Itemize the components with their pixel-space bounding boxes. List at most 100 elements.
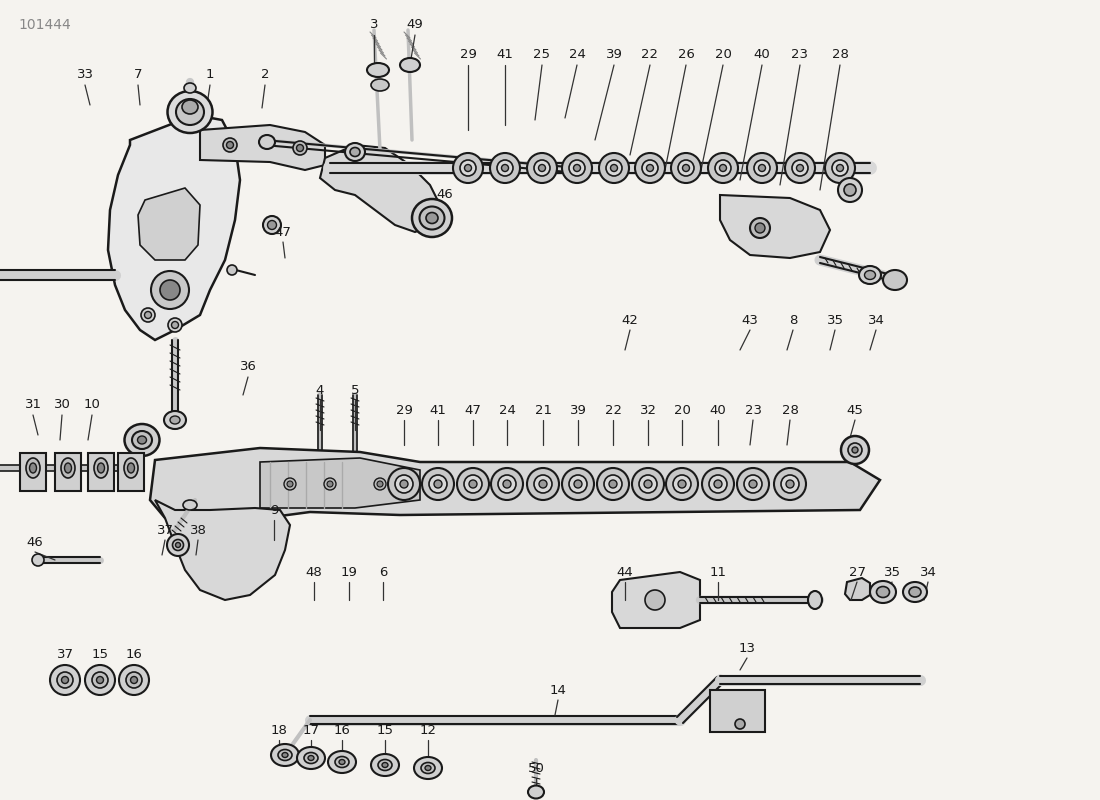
Text: 40: 40 — [754, 49, 770, 62]
Ellipse shape — [848, 443, 862, 457]
Ellipse shape — [378, 759, 392, 770]
Bar — [710, 690, 764, 732]
Ellipse shape — [182, 100, 198, 114]
Ellipse shape — [673, 475, 691, 493]
Text: 16: 16 — [125, 649, 142, 662]
Text: 27: 27 — [848, 566, 866, 578]
Ellipse shape — [606, 160, 621, 176]
Polygon shape — [155, 500, 290, 600]
Ellipse shape — [324, 478, 336, 490]
Ellipse shape — [371, 79, 389, 91]
Ellipse shape — [258, 135, 275, 149]
Ellipse shape — [267, 221, 276, 230]
Text: 25: 25 — [534, 49, 550, 62]
Ellipse shape — [808, 591, 822, 609]
Ellipse shape — [825, 153, 855, 183]
Text: 37: 37 — [156, 523, 174, 537]
Ellipse shape — [377, 481, 383, 487]
Ellipse shape — [223, 138, 236, 152]
Ellipse shape — [792, 160, 808, 176]
Ellipse shape — [502, 165, 508, 171]
Text: 7: 7 — [134, 69, 142, 82]
Ellipse shape — [170, 416, 180, 424]
Text: 43: 43 — [741, 314, 758, 326]
Ellipse shape — [609, 480, 617, 488]
Text: 1: 1 — [206, 69, 214, 82]
Text: 15: 15 — [91, 649, 109, 662]
Ellipse shape — [304, 753, 318, 763]
Polygon shape — [150, 448, 880, 520]
Ellipse shape — [737, 468, 769, 500]
Ellipse shape — [832, 160, 848, 176]
Ellipse shape — [600, 153, 629, 183]
Ellipse shape — [263, 216, 280, 234]
Ellipse shape — [227, 265, 236, 275]
Ellipse shape — [774, 468, 806, 500]
Text: 12: 12 — [419, 723, 437, 737]
Text: 9: 9 — [270, 503, 278, 517]
Ellipse shape — [388, 468, 420, 500]
Ellipse shape — [491, 468, 522, 500]
Text: 28: 28 — [832, 49, 848, 62]
Ellipse shape — [62, 677, 68, 683]
Ellipse shape — [176, 542, 180, 547]
Text: 46: 46 — [26, 535, 43, 549]
Ellipse shape — [293, 141, 307, 155]
Text: 36: 36 — [240, 361, 256, 374]
Text: 47: 47 — [464, 403, 482, 417]
Ellipse shape — [173, 539, 184, 550]
Ellipse shape — [838, 178, 862, 202]
Ellipse shape — [367, 63, 389, 77]
Text: 34: 34 — [868, 314, 884, 326]
Ellipse shape — [744, 475, 762, 493]
Polygon shape — [612, 572, 700, 628]
Ellipse shape — [498, 475, 516, 493]
Ellipse shape — [796, 165, 803, 171]
Ellipse shape — [781, 475, 799, 493]
Ellipse shape — [98, 463, 104, 473]
Ellipse shape — [562, 468, 594, 500]
Ellipse shape — [678, 480, 686, 488]
Ellipse shape — [749, 480, 757, 488]
Ellipse shape — [903, 582, 927, 602]
Text: 47: 47 — [275, 226, 292, 238]
Ellipse shape — [870, 581, 896, 603]
Text: 23: 23 — [792, 49, 808, 62]
Ellipse shape — [97, 677, 103, 683]
Text: 2: 2 — [261, 69, 270, 82]
Text: 5: 5 — [351, 383, 360, 397]
Text: 6: 6 — [378, 566, 387, 578]
Ellipse shape — [639, 475, 657, 493]
Ellipse shape — [859, 266, 881, 284]
Bar — [55, 453, 81, 491]
Ellipse shape — [60, 458, 75, 478]
Text: 3: 3 — [370, 18, 378, 31]
Ellipse shape — [336, 757, 349, 767]
Text: 35: 35 — [883, 566, 901, 578]
Text: 24: 24 — [498, 403, 516, 417]
Ellipse shape — [282, 753, 288, 758]
Ellipse shape — [503, 480, 512, 488]
Ellipse shape — [327, 481, 333, 487]
Ellipse shape — [574, 480, 582, 488]
Ellipse shape — [534, 160, 550, 176]
Ellipse shape — [414, 757, 442, 779]
Ellipse shape — [30, 463, 36, 473]
Ellipse shape — [909, 587, 921, 597]
Ellipse shape — [184, 83, 196, 93]
Ellipse shape — [350, 147, 360, 157]
Polygon shape — [720, 195, 830, 258]
Text: 46: 46 — [437, 189, 453, 202]
Ellipse shape — [119, 665, 148, 695]
Bar — [20, 453, 46, 491]
Text: 40: 40 — [710, 403, 726, 417]
Text: 20: 20 — [715, 49, 732, 62]
Ellipse shape — [852, 447, 858, 453]
Text: 39: 39 — [570, 403, 586, 417]
Ellipse shape — [160, 280, 180, 300]
Ellipse shape — [710, 475, 727, 493]
Ellipse shape — [735, 719, 745, 729]
Ellipse shape — [278, 750, 292, 761]
Ellipse shape — [597, 468, 629, 500]
Text: 13: 13 — [738, 642, 756, 654]
